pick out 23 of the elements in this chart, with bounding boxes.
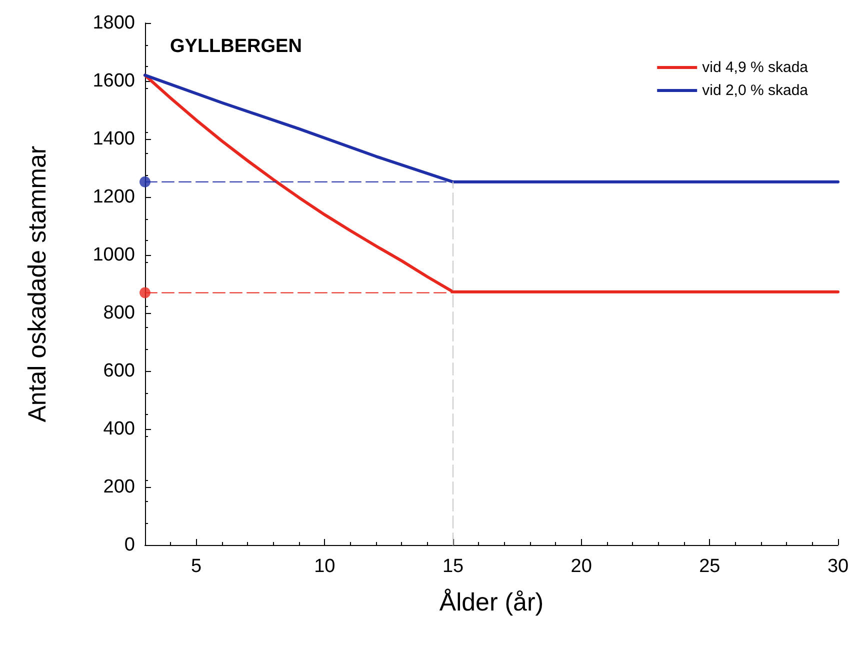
y-tick-label: 200: [103, 476, 135, 498]
x-tick-label: 5: [191, 556, 202, 577]
y-tick-label: 1000: [92, 244, 135, 266]
x-axis-title: Ålder (år): [439, 588, 544, 616]
x-tick-label: 15: [442, 556, 464, 577]
legend-label: vid 2,0 % skada: [702, 82, 809, 99]
line-series: [144, 74, 840, 294]
y-tick-label: 1800: [92, 12, 135, 34]
y-tick-label: 800: [103, 302, 135, 324]
y-tick-label: 0: [124, 534, 135, 556]
line-series: [144, 74, 840, 184]
y-tick-label: 600: [103, 360, 135, 382]
x-tick-label: 20: [570, 556, 592, 577]
y-axis-title: Antal oskadade stammar: [24, 146, 52, 422]
legend-label: vid 4,9 % skada: [702, 59, 809, 76]
y-tick-label: 1400: [92, 128, 135, 150]
y-tick-label: 1200: [92, 186, 135, 208]
y-tick-label: 400: [103, 418, 135, 440]
x-tick-label: 30: [827, 556, 849, 577]
y-tick-label: 1600: [92, 70, 135, 92]
x-tick-label: 10: [314, 556, 336, 577]
x-tick-label: 25: [699, 556, 720, 577]
text: GYLLBERGEN: [170, 36, 302, 57]
